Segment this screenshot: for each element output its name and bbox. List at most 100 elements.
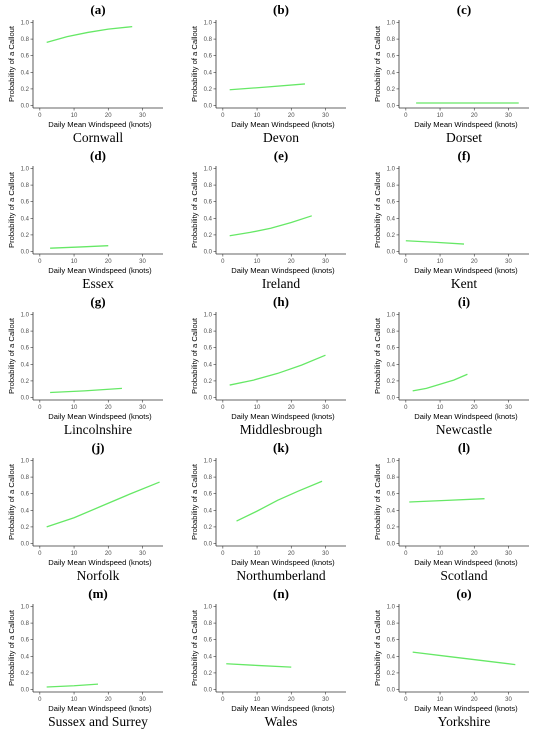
panel-letter: (j)	[92, 440, 105, 455]
y-axis-label: Probability of a Callout	[190, 609, 199, 686]
y-tick-label: 0.4	[387, 654, 396, 660]
x-axis-label: Daily Mean Windspeed (knots)	[231, 120, 335, 129]
region-caption: Scotland	[440, 568, 487, 583]
y-tick-label: 1.0	[21, 312, 30, 318]
probability-curve	[226, 663, 292, 668]
y-axis-label: Probability of a Callout	[7, 463, 16, 540]
x-tick-label: 20	[471, 259, 478, 265]
chart-panel-norfolk: (j) 0.0 0.2 0.4 0.6 0.8 1.0 0 10 20 30 Daily Mean W…	[0, 438, 183, 584]
x-tick-label: 30	[505, 259, 512, 265]
panel-letter: (d)	[90, 148, 106, 163]
y-tick-label: 0.6	[204, 492, 213, 498]
x-axis-label: Daily Mean Windspeed (knots)	[231, 412, 335, 421]
x-tick-label: 20	[471, 405, 478, 411]
y-tick-label: 0.6	[21, 492, 30, 498]
region-caption: Kent	[451, 276, 477, 291]
x-axis-label: Daily Mean Windspeed (knots)	[48, 412, 152, 421]
x-tick-label: 10	[71, 551, 78, 557]
panel-letter: (o)	[456, 586, 471, 601]
chart-panel-newcastle: (i) 0.0 0.2 0.4 0.6 0.8 1.0 0 10 20 30 Daily Mean W…	[366, 292, 549, 438]
x-tick-label: 30	[322, 551, 329, 557]
y-tick-label: 1.0	[387, 20, 396, 26]
probability-curve	[46, 481, 160, 528]
x-tick-label: 0	[404, 551, 408, 557]
y-tick-label: 0.4	[204, 70, 213, 76]
x-axis-label: Daily Mean Windspeed (knots)	[231, 558, 335, 567]
probability-curve	[46, 25, 133, 44]
x-tick-label: 20	[105, 697, 112, 703]
x-tick-label: 20	[471, 551, 478, 557]
y-tick-label: 1.0	[387, 312, 396, 318]
y-tick-label: 1.0	[21, 458, 30, 464]
y-tick-label: 0.2	[387, 87, 396, 93]
region-caption: Norfolk	[77, 568, 120, 583]
x-axis-label: Daily Mean Windspeed (knots)	[414, 558, 518, 567]
chart-panel-cornwall: (a) 0.0 0.2 0.4 0.6 0.8 1.0 0 10 20 30 Daily Mean W…	[0, 0, 183, 146]
y-tick-label: 0.8	[204, 329, 213, 335]
x-tick-label: 10	[437, 259, 444, 265]
y-tick-label: 0.4	[204, 654, 213, 660]
probability-curve	[50, 245, 109, 249]
x-tick-label: 0	[404, 405, 408, 411]
probability-curve	[229, 215, 312, 237]
y-tick-label: 0.0	[21, 396, 30, 402]
x-axis-label: Daily Mean Windspeed (knots)	[48, 266, 152, 275]
y-tick-label: 0.2	[387, 525, 396, 531]
y-tick-label: 0.0	[204, 104, 213, 110]
y-tick-label: 0.0	[387, 542, 396, 548]
x-tick-label: 20	[288, 697, 295, 703]
panel-letter: (b)	[273, 2, 289, 17]
y-axis-label: Probability of a Callout	[7, 171, 16, 248]
x-axis-label: Daily Mean Windspeed (knots)	[48, 704, 152, 713]
panel-letter: (f)	[458, 148, 471, 163]
panel-letter: (g)	[90, 294, 105, 309]
y-tick-label: 0.0	[204, 250, 213, 256]
x-tick-label: 0	[221, 405, 225, 411]
x-tick-label: 0	[38, 405, 42, 411]
y-tick-label: 1.0	[204, 166, 213, 172]
probability-curve	[405, 240, 465, 245]
y-tick-label: 0.2	[204, 671, 213, 677]
x-tick-label: 10	[71, 405, 78, 411]
region-caption: Sussex and Surrey	[48, 714, 148, 729]
y-tick-label: 0.8	[21, 37, 30, 43]
panel-letter: (e)	[274, 148, 288, 163]
x-tick-label: 10	[437, 551, 444, 557]
region-caption: Essex	[82, 276, 114, 291]
y-tick-label: 0.2	[387, 671, 396, 677]
x-tick-label: 0	[38, 551, 42, 557]
x-tick-label: 20	[105, 259, 112, 265]
y-tick-label: 0.4	[204, 216, 213, 222]
region-caption: Wales	[265, 714, 298, 729]
chart-panel-sussex-and-surrey: (m) 0.0 0.2 0.4 0.6 0.8 1.0 0 10 20 30 Daily Mean W…	[0, 584, 183, 730]
x-tick-label: 30	[505, 405, 512, 411]
y-axis-label: Probability of a Callout	[373, 463, 382, 540]
chart-panel-kent: (f) 0.0 0.2 0.4 0.6 0.8 1.0 0 10 20 30 Daily Mean W…	[366, 146, 549, 292]
region-caption: Dorset	[446, 130, 482, 145]
x-axis-label: Daily Mean Windspeed (knots)	[231, 266, 335, 275]
y-tick-label: 0.2	[21, 671, 30, 677]
x-tick-label: 0	[38, 697, 42, 703]
chart-panel-ireland: (e) 0.0 0.2 0.4 0.6 0.8 1.0 0 10 20 30 Daily Mean W…	[183, 146, 366, 292]
x-tick-label: 30	[322, 259, 329, 265]
x-tick-label: 0	[404, 113, 408, 119]
x-tick-label: 30	[505, 551, 512, 557]
panel-letter: (h)	[273, 294, 289, 309]
x-tick-label: 30	[505, 113, 512, 119]
x-tick-label: 10	[71, 697, 78, 703]
probability-curve	[50, 387, 122, 394]
x-tick-label: 10	[254, 259, 261, 265]
y-tick-label: 0.0	[21, 104, 30, 110]
y-tick-label: 0.4	[21, 362, 30, 368]
region-caption: Lincolnshire	[64, 422, 132, 437]
